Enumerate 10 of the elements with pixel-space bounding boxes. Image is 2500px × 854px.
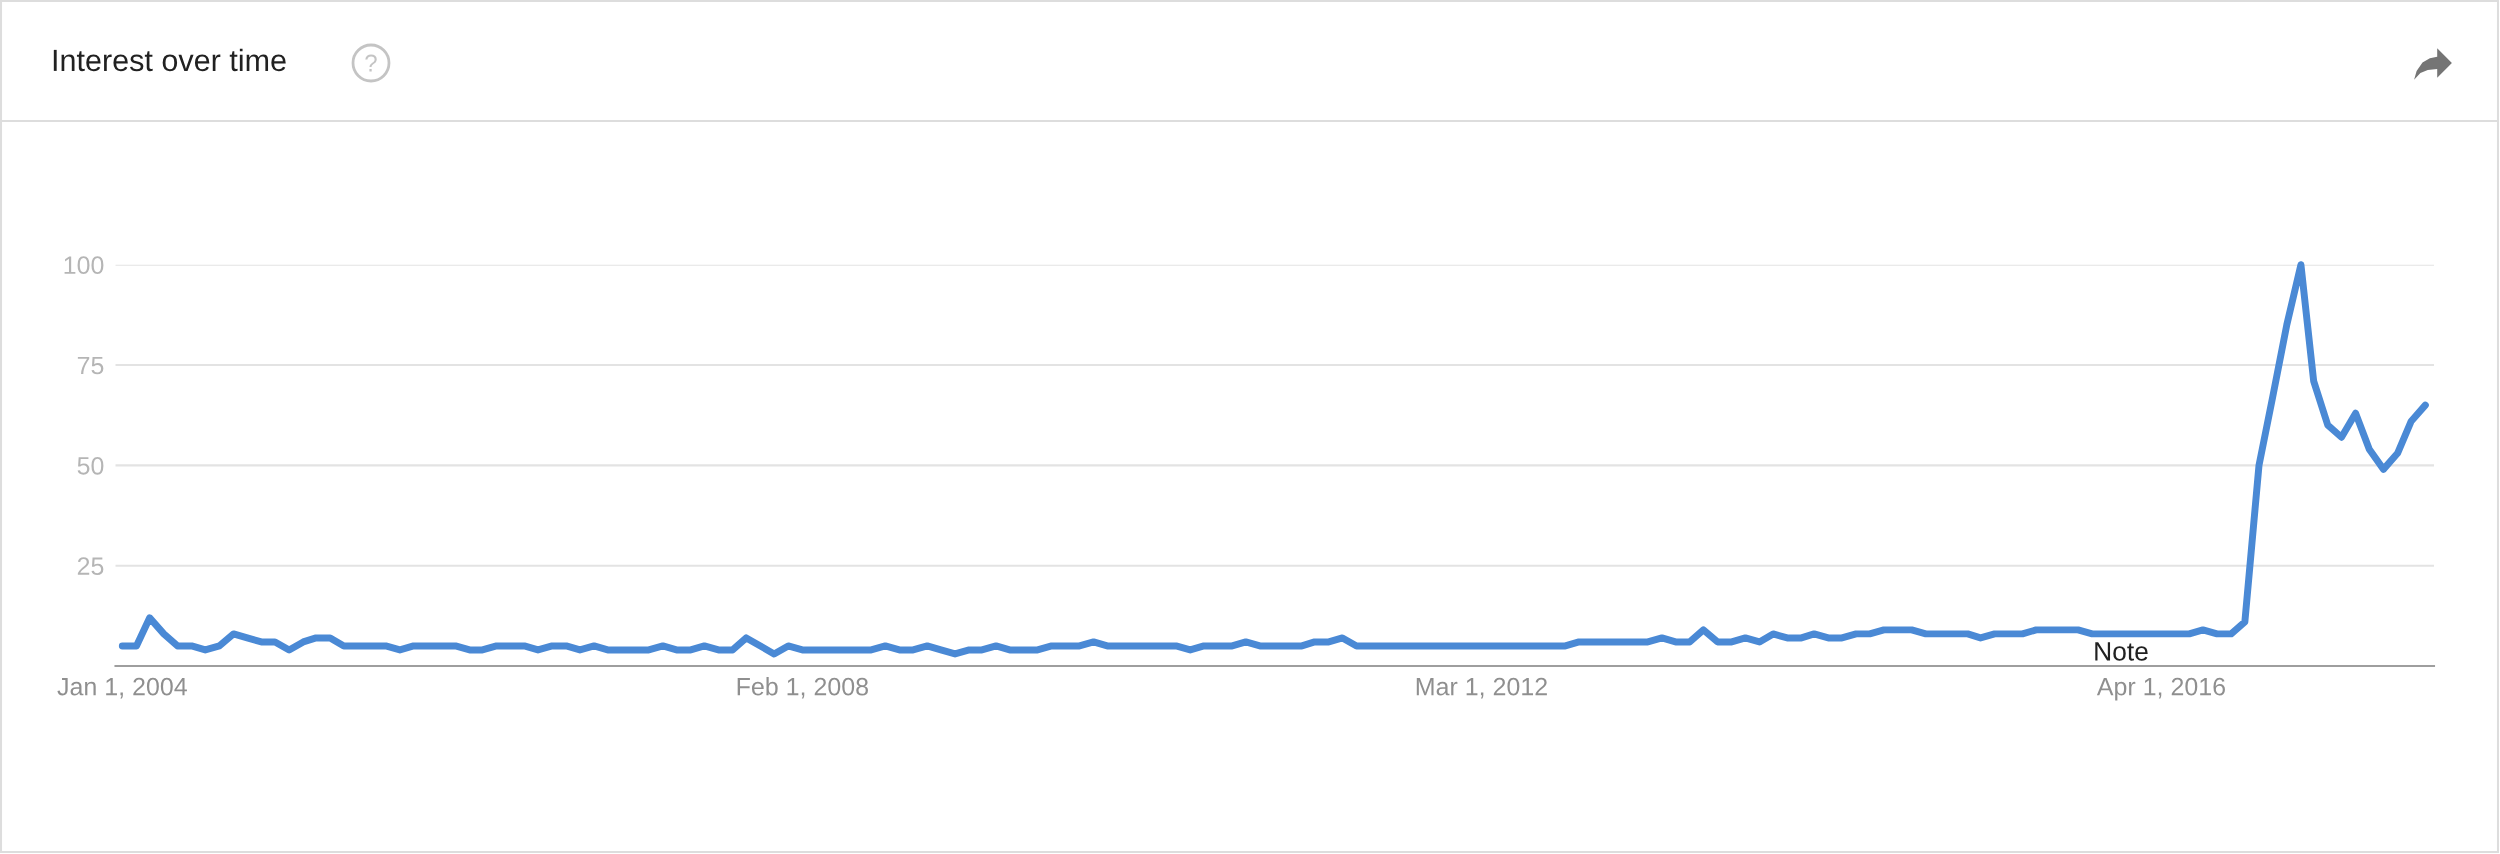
y-tick-label: 50 (77, 456, 104, 475)
y-tick-label: 100 (64, 256, 104, 274)
x-tick-label: Feb 1, 2008 (737, 677, 868, 699)
y-tick-label: 75 (77, 356, 104, 375)
x-tick-label: Mar 1, 2012 (1416, 677, 1547, 699)
x-tick-label: Jan 1, 2004 (57, 677, 187, 699)
chart-title: Interest over time (53, 48, 286, 72)
x-tick-label: Apr 1, 2016 (2096, 677, 2225, 701)
y-tick-label: 25 (77, 557, 104, 575)
annotation: Note (2095, 642, 2148, 661)
